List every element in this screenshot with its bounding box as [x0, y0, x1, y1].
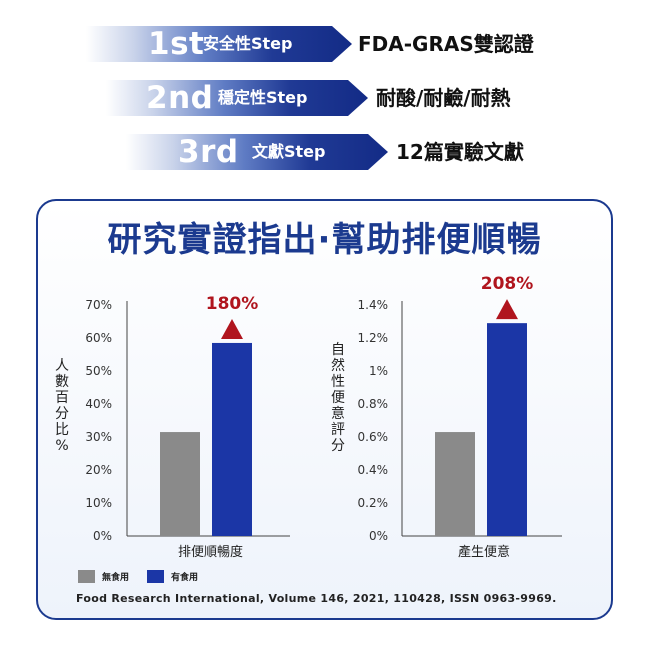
- step-1-label: 安全性Step: [203, 34, 293, 53]
- bar-control: [160, 432, 200, 536]
- y-axis-label-char: 評: [331, 422, 345, 438]
- step-2-ribbon: [106, 80, 368, 116]
- y-tick-label: 0.4%: [358, 463, 389, 477]
- bar-treated: [212, 342, 252, 536]
- y-axis-label-char: %: [55, 438, 68, 454]
- legend-treated-swatch: [147, 570, 164, 583]
- step-3: 3rd 文獻Step 12篇實驗文獻: [126, 134, 524, 170]
- y-tick-label: 0%: [93, 529, 112, 543]
- bar-treated: [487, 323, 527, 536]
- y-axis-label-char: 意: [331, 405, 345, 422]
- increase-arrow: [221, 318, 243, 339]
- step-2-description: 耐酸/耐鹼/耐熱: [376, 86, 511, 110]
- step-1-number: 1st: [148, 26, 205, 62]
- x-axis-label: 產生便意: [458, 544, 510, 560]
- y-tick-label: 0.6%: [358, 430, 389, 444]
- legend-treated: 有食用: [147, 570, 198, 583]
- y-axis-label-char: 比: [55, 422, 69, 438]
- headline: 研究實證指出·幫助排便順暢: [36, 212, 613, 261]
- y-axis-label-char: 自: [331, 342, 345, 358]
- step-2-label: 穩定性Step: [218, 88, 308, 107]
- headline-left: 研究實證指出: [107, 220, 318, 260]
- step-3-number: 3rd: [178, 134, 239, 170]
- legend-control: 無食用: [78, 570, 129, 583]
- y-axis-label-char: 然: [331, 357, 345, 374]
- step-1: 1st 安全性Step FDA-GRAS雙認證: [86, 26, 534, 62]
- step-3-ribbon: [126, 134, 388, 170]
- y-tick-label: 0%: [369, 529, 388, 543]
- y-axis-label-char: 數: [55, 374, 69, 390]
- legend-control-swatch: [78, 570, 95, 583]
- y-tick-label: 1%: [369, 364, 388, 378]
- step-1-ribbon: [86, 26, 352, 62]
- y-axis-label-char: 便: [331, 390, 345, 406]
- y-axis-label-char: 分: [331, 438, 345, 454]
- step-2-number: 2nd: [146, 80, 214, 116]
- legend-control-label: 無食用: [102, 573, 130, 583]
- y-tick-label: 70%: [85, 298, 112, 312]
- y-axis-label-char: 性: [331, 374, 345, 390]
- bar-control: [435, 432, 475, 536]
- y-tick-label: 20%: [85, 463, 112, 477]
- y-tick-label: 10%: [85, 496, 112, 510]
- y-tick-label: 50%: [85, 364, 112, 378]
- y-axis-label-char: 分: [55, 406, 69, 422]
- y-tick-label: 40%: [85, 397, 112, 411]
- y-axis-label-char: 百: [55, 390, 69, 406]
- increase-label: 180%: [206, 294, 259, 314]
- y-tick-label: 30%: [85, 430, 112, 444]
- y-tick-label: 0.2%: [358, 496, 389, 510]
- y-tick-label: 1.4%: [358, 298, 389, 312]
- step-3-description: 12篇實驗文獻: [396, 140, 524, 164]
- step-3-label: 文獻Step: [252, 142, 326, 161]
- step-2: 2nd 穩定性Step 耐酸/耐鹼/耐熱: [106, 80, 511, 116]
- y-tick-label: 60%: [85, 331, 112, 345]
- headline-dot: ·: [317, 220, 332, 260]
- step-1-description: FDA-GRAS雙認證: [358, 32, 534, 56]
- legend-treated-label: 有食用: [171, 573, 199, 583]
- increase-arrow: [496, 299, 518, 320]
- headline-right: 幫助排便順暢: [331, 220, 542, 260]
- increase-label: 208%: [481, 274, 534, 294]
- source-citation: Food Research International, Volume 146,…: [76, 592, 557, 605]
- y-axis-label-char: 人: [55, 358, 69, 374]
- x-axis-label: 排便順暢度: [178, 544, 243, 560]
- chart-urge-score: 0% 0.2% 0.4% 0.6% 0.8% 1% 1.2% 1.4% 208% 產生便意 自然性便…: [331, 274, 562, 560]
- y-tick-label: 1.2%: [358, 331, 389, 345]
- y-tick-label: 0.8%: [358, 397, 389, 411]
